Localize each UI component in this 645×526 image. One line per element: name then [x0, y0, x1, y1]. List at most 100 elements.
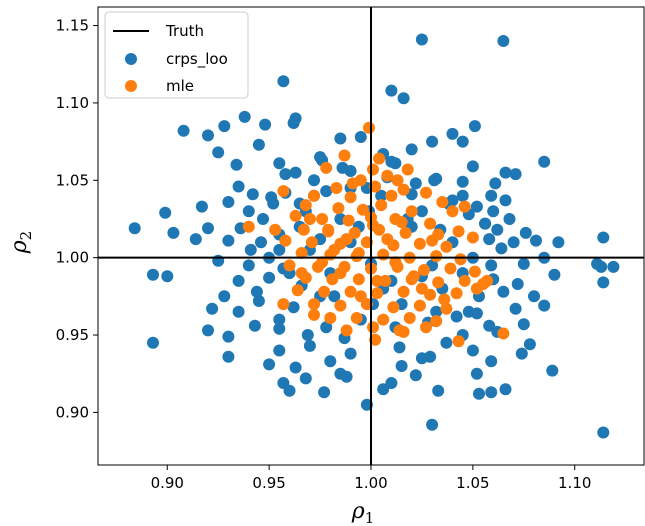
mle-point: [436, 196, 449, 208]
mle-point: [295, 267, 308, 280]
x-tick-label: 1.10: [558, 474, 591, 492]
mle-point: [371, 287, 384, 300]
crps-loo-point: [161, 270, 174, 283]
mle-point: [381, 169, 394, 182]
mle-point: [350, 312, 363, 324]
crps-loo-point: [466, 160, 479, 173]
crps-loo-point: [232, 305, 245, 318]
crps-loo-point: [128, 222, 141, 235]
crps-loo-point: [344, 347, 357, 360]
mle-point: [279, 234, 292, 247]
mle-point: [316, 256, 329, 269]
crps-loo-point: [289, 166, 302, 179]
crps-loo-point: [252, 295, 265, 307]
crps-loo-point: [299, 372, 312, 385]
mle-point: [420, 321, 432, 334]
legend-mle-marker: [125, 80, 137, 92]
crps-loo-point: [552, 236, 565, 249]
crps-loo-point: [405, 143, 418, 156]
y-tick-label: 1.15: [56, 17, 89, 35]
mle-point: [324, 312, 337, 324]
crps-loo-point: [446, 127, 459, 140]
mle-point: [426, 234, 439, 247]
crps-loo-point: [503, 213, 516, 225]
mle-point: [415, 282, 428, 295]
crps-loo-point: [415, 33, 428, 46]
x-tick-label: 1.00: [354, 474, 387, 492]
crps-loo-point: [318, 386, 331, 399]
crps-loo-point: [246, 188, 259, 201]
crps-loo-point: [206, 302, 219, 315]
mle-point: [424, 288, 437, 301]
mle-point: [395, 216, 408, 229]
crps-loo-point: [499, 166, 512, 179]
crps-loo-point: [489, 177, 502, 190]
crps-loo-point: [255, 236, 267, 249]
crps-loo-point: [517, 318, 530, 331]
crps-loo-point: [232, 274, 245, 287]
legend-crps-loo-marker: [125, 53, 137, 65]
crps-loo-point: [287, 117, 300, 129]
mle-point: [352, 247, 365, 259]
crps-loo-point: [470, 200, 483, 213]
crps-loo-point: [450, 310, 463, 323]
mle-point: [356, 203, 369, 216]
crps-loo-point: [273, 344, 286, 357]
points-layer: [128, 33, 620, 439]
crps-loo-point: [468, 120, 481, 133]
crps-loo-point: [597, 231, 610, 244]
mle-point: [397, 183, 410, 196]
crps-loo-point: [519, 226, 532, 239]
crps-loo-point: [189, 233, 202, 246]
crps-loo-point: [456, 189, 469, 202]
crps-loo-point: [546, 364, 559, 377]
crps-loo-point: [147, 268, 159, 281]
mle-point: [401, 163, 414, 176]
mle-point: [418, 264, 430, 276]
crps-loo-point: [597, 426, 610, 439]
crps-loo-point: [263, 358, 276, 371]
mle-point: [389, 256, 402, 269]
crps-loo-point: [289, 361, 302, 374]
mle-point: [438, 293, 451, 306]
mle-point: [277, 185, 290, 198]
crps-loo-point: [499, 383, 512, 396]
crps-loo-point: [308, 174, 320, 187]
crps-loo-point: [324, 355, 337, 368]
crps-loo-point: [314, 151, 327, 164]
crps-loo-point: [287, 301, 300, 314]
mle-point: [334, 267, 347, 280]
mle-point: [397, 285, 410, 298]
mle-point: [375, 199, 388, 212]
crps-loo-point: [595, 260, 608, 273]
mle-point: [430, 250, 443, 263]
crps-loo-point: [360, 398, 373, 411]
mle-point: [330, 182, 343, 194]
mle-point: [444, 262, 457, 275]
mle-point: [344, 285, 357, 298]
mle-point: [413, 237, 426, 250]
crps-loo-point: [218, 120, 231, 133]
crps-loo-point: [328, 290, 341, 303]
crps-loo-point: [320, 185, 333, 198]
x-tick-label: 0.95: [252, 474, 285, 492]
crps-loo-point: [257, 213, 269, 225]
mle-point: [399, 226, 412, 239]
mle-point: [346, 177, 359, 190]
mle-point: [334, 299, 347, 312]
legend-crps-loo-label: crps_loo: [166, 50, 228, 69]
crps-loo-point: [263, 271, 276, 284]
mle-point: [328, 243, 341, 256]
mle-point: [470, 282, 483, 295]
crps-loo-point: [232, 180, 245, 193]
crps-loo-point: [515, 347, 528, 360]
crps-loo-point: [497, 285, 510, 298]
crps-loo-point: [159, 206, 172, 219]
crps-loo-point: [222, 234, 235, 247]
mle-point: [322, 223, 335, 236]
crps-loo-point: [485, 355, 498, 368]
x-tick-label: 1.05: [456, 474, 489, 492]
crps-loo-point: [340, 370, 353, 383]
mle-point: [452, 335, 465, 348]
mle-point: [379, 274, 392, 287]
